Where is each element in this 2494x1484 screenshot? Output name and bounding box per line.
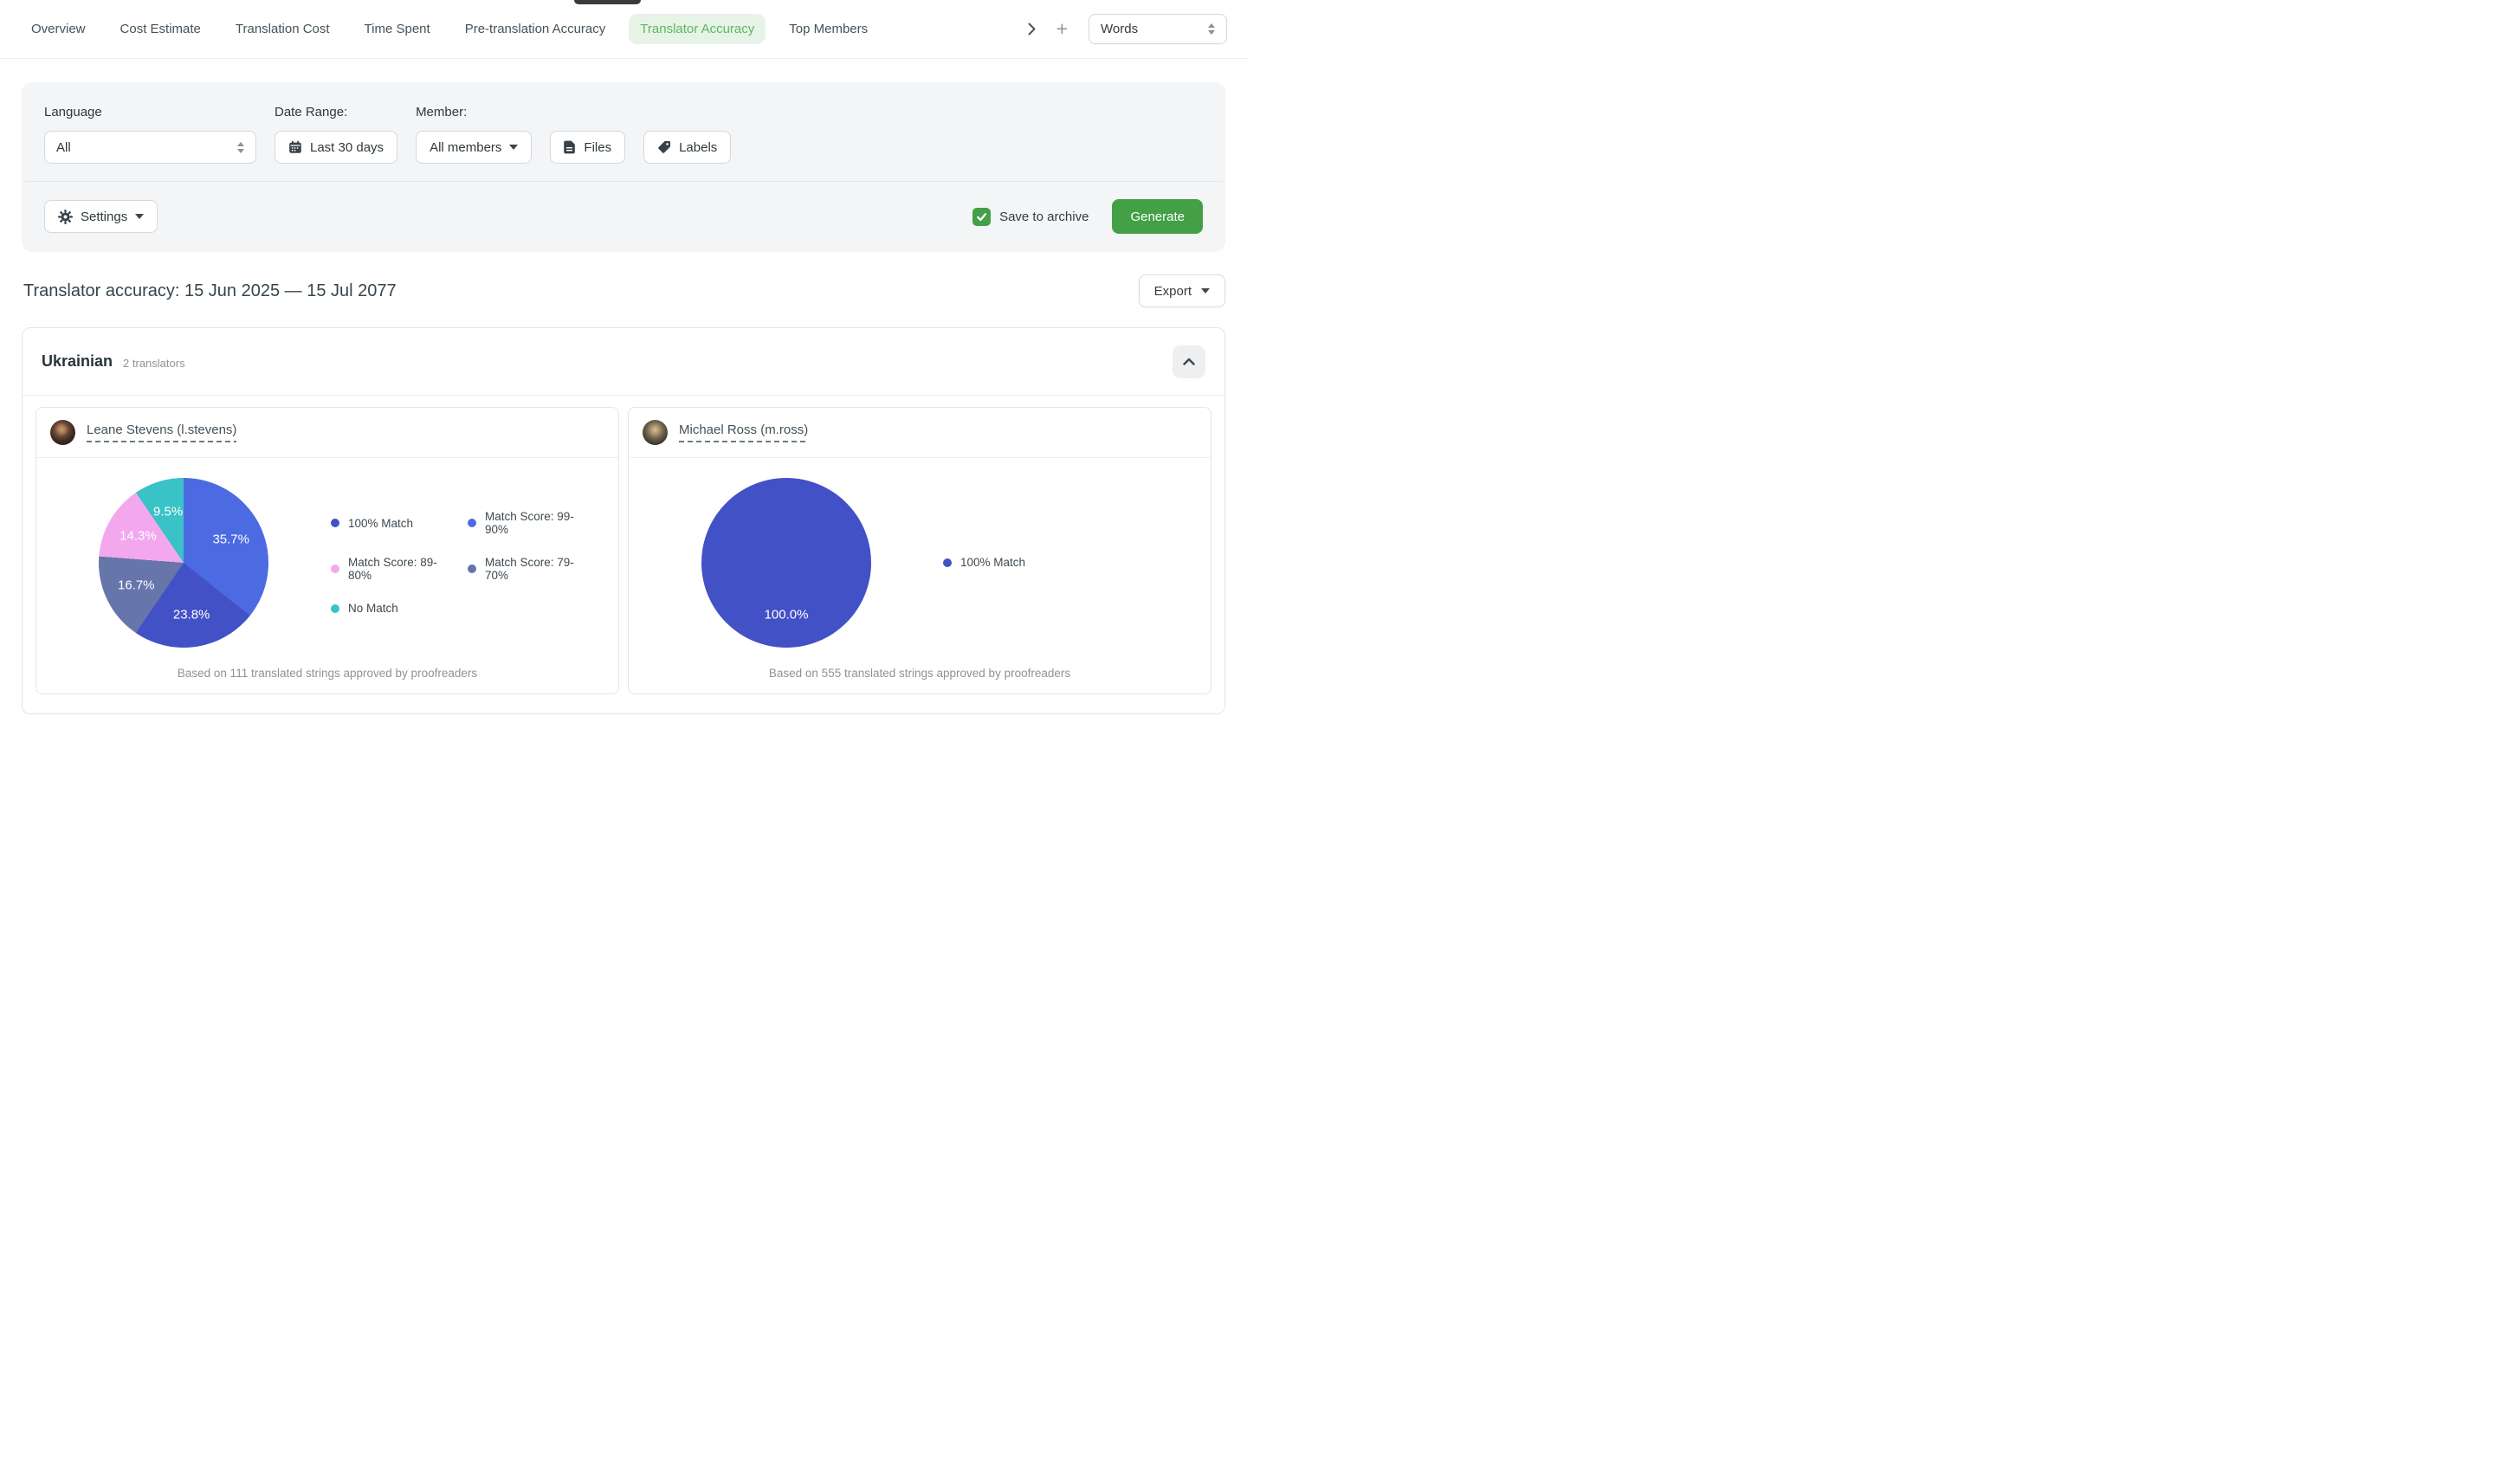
legend-dot: [468, 519, 476, 527]
legend-item[interactable]: No Match: [331, 602, 457, 615]
legend-item[interactable]: 100% Match: [943, 556, 1025, 569]
language-select-value: All: [56, 139, 71, 155]
legend-dot: [943, 558, 952, 567]
legend-label: 100% Match: [348, 516, 414, 530]
legend-item[interactable]: Match Score: 89-80%: [331, 556, 457, 582]
pie-slice-label: 23.8%: [172, 607, 210, 623]
caret-down-icon: [1201, 288, 1210, 294]
legend-dot: [331, 565, 339, 573]
legend-label: 100% Match: [960, 556, 1026, 569]
pie-slice-label: 9.5%: [153, 504, 184, 519]
member-value: All members: [430, 139, 502, 155]
accuracy-pie-chart[interactable]: 100.0%: [701, 477, 871, 648]
legend-label: Match Score: 99-90%: [485, 510, 574, 536]
chart-footnote: Based on 111 translated strings approved…: [177, 667, 478, 680]
legend-item[interactable]: Match Score: 99-90%: [468, 510, 594, 536]
tab-translator-accuracy[interactable]: Translator Accuracy: [629, 14, 766, 44]
language-label: Language: [44, 105, 102, 119]
unit-select-value: Words: [1101, 22, 1139, 36]
export-button[interactable]: Export: [1138, 274, 1225, 307]
legend-dot: [331, 603, 339, 613]
save-to-archive-label[interactable]: Save to archive: [999, 209, 1089, 224]
legend-item[interactable]: Match Score: 79-70%: [468, 556, 594, 582]
settings-button[interactable]: Settings: [44, 200, 158, 233]
legend-dot: [331, 519, 339, 527]
legend-item[interactable]: 100% Match: [331, 510, 457, 536]
tab-overview[interactable]: Overview: [31, 22, 86, 36]
unit-select[interactable]: Words: [1089, 14, 1227, 44]
legend-label: Match Score: 79-70%: [485, 556, 574, 582]
avatar[interactable]: [50, 420, 75, 445]
caret-down-icon: [135, 214, 145, 219]
select-spinner-icon: [237, 141, 244, 153]
tab-translation-cost[interactable]: Translation Cost: [235, 22, 330, 36]
labels-filter-button[interactable]: Labels: [643, 131, 732, 164]
page-title: Translator accuracy: 15 Jun 2025 — 15 Ju…: [23, 281, 397, 300]
accuracy-pie-chart[interactable]: 35.7% 23.8% 16.7% 14.3% 9.5%: [99, 477, 268, 648]
translator-card-michael-ross: Michael Ross (m.ross) 100.0% 100% Match …: [628, 407, 1211, 694]
date-range-button[interactable]: Last 30 days: [275, 131, 398, 164]
files-button-label: Files: [584, 139, 612, 155]
translator-name-link[interactable]: Leane Stevens (l.stevens): [87, 423, 237, 442]
avatar[interactable]: [643, 420, 668, 445]
save-to-archive-checkbox[interactable]: [972, 207, 992, 226]
window-drag-handle: [574, 0, 641, 4]
filter-panel: Language All Date Range: Last 30 days Me…: [22, 82, 1225, 252]
translator-card-leane-stevens: Leane Stevens (l.stevens) 35.7% 23.8% 16.7…: [36, 407, 619, 694]
date-range-label: Date Range:: [275, 105, 348, 119]
report-tabs-bar: Overview Cost Estimate Translation Cost …: [0, 0, 1247, 59]
gear-icon: [58, 209, 73, 224]
chevron-right-icon[interactable]: [1028, 23, 1036, 35]
translators-count: 2 translators: [123, 356, 185, 370]
section-divider: [23, 395, 1224, 396]
language-name: Ukrainian: [42, 352, 113, 370]
date-range-value: Last 30 days: [310, 139, 384, 155]
files-filter-button[interactable]: Files: [550, 131, 626, 164]
calendar-icon: [288, 140, 302, 154]
pie-slice-label: 16.7%: [117, 577, 155, 593]
filter-panel-divider: [25, 181, 1222, 182]
pie-slice-label: 35.7%: [212, 532, 249, 547]
tab-top-members[interactable]: Top Members: [789, 22, 869, 36]
export-button-label: Export: [1153, 283, 1192, 299]
add-report-icon[interactable]: +: [1056, 17, 1068, 40]
caret-down-icon: [509, 145, 519, 150]
tab-time-spent[interactable]: Time Spent: [364, 22, 430, 36]
chart-legend: 100% Match Match Score: 99-90% Match Sco…: [331, 510, 594, 615]
pie-slice-label: 14.3%: [120, 528, 157, 544]
chart-footnote: Based on 555 translated strings approved…: [768, 667, 1071, 680]
legend-label: No Match: [348, 602, 398, 615]
legend-dot: [468, 565, 476, 573]
member-label: Member:: [416, 105, 468, 119]
chevron-up-icon: [1183, 358, 1195, 365]
select-spinner-icon: [1208, 23, 1215, 35]
member-dropdown-button[interactable]: All members: [416, 131, 533, 164]
translator-name-link[interactable]: Michael Ross (m.ross): [679, 423, 809, 442]
tab-pre-translation-accuracy[interactable]: Pre-translation Accuracy: [464, 22, 606, 36]
tag-icon: [657, 140, 671, 154]
legend-label: Match Score: 89-80%: [348, 556, 437, 582]
generate-button[interactable]: Generate: [1112, 199, 1203, 234]
collapse-section-button[interactable]: [1173, 345, 1205, 378]
file-icon: [564, 140, 576, 154]
labels-button-label: Labels: [679, 139, 718, 155]
check-icon: [977, 212, 987, 221]
language-section: Ukrainian 2 translators Leane Stevens (l…: [22, 327, 1225, 714]
pie-slice-label: 100.0%: [764, 607, 809, 623]
chart-legend: 100% Match: [943, 556, 1025, 569]
language-select[interactable]: All: [44, 131, 256, 164]
tab-cost-estimate[interactable]: Cost Estimate: [120, 22, 201, 36]
settings-button-label: Settings: [81, 209, 128, 224]
